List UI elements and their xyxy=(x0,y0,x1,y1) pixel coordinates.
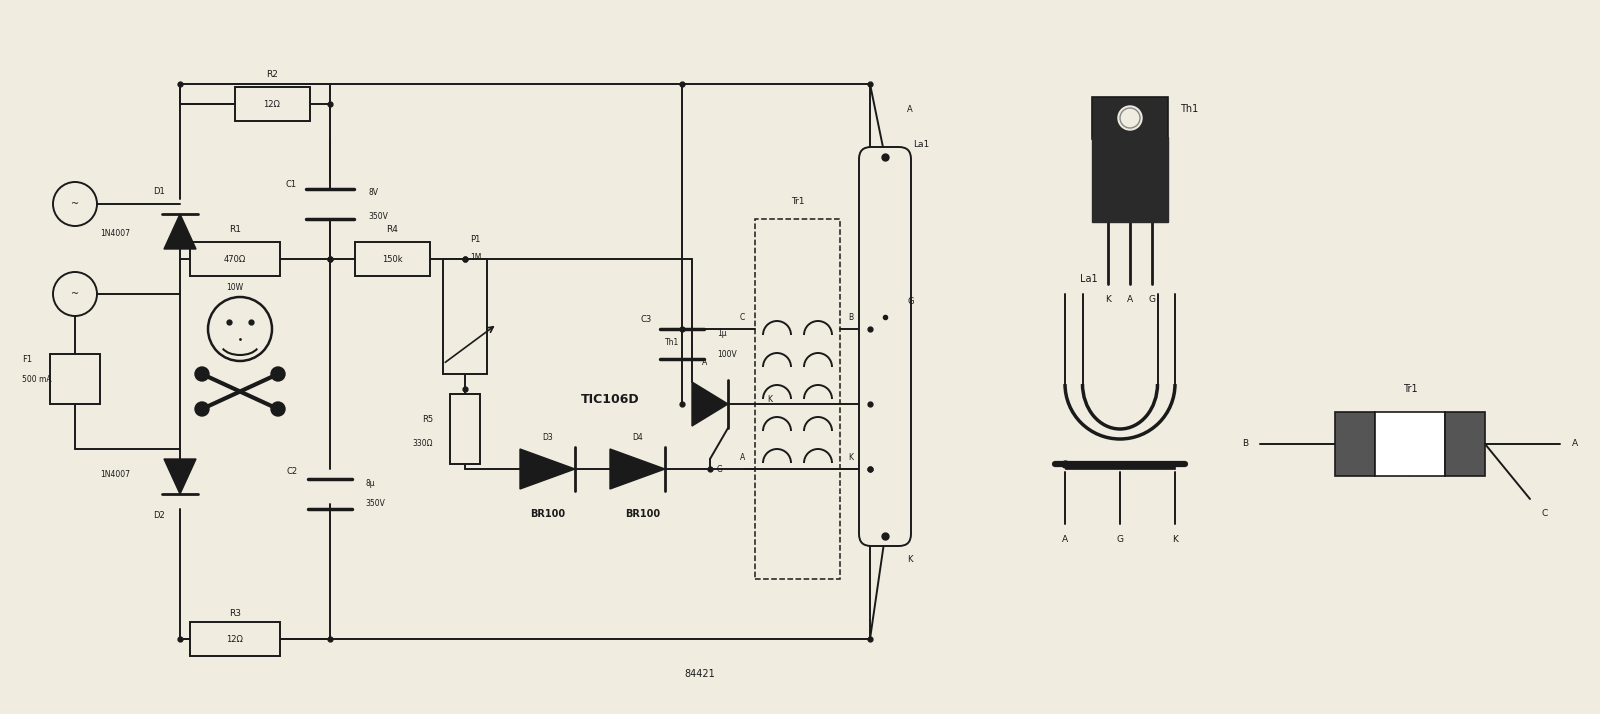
Text: P1: P1 xyxy=(470,234,480,243)
Text: 1N4007: 1N4007 xyxy=(101,470,130,478)
Text: 350V: 350V xyxy=(368,211,387,221)
Text: K: K xyxy=(1106,294,1110,303)
Bar xyxy=(1066,461,1174,469)
Text: C: C xyxy=(739,313,746,321)
Text: 150k: 150k xyxy=(382,254,402,263)
Text: B: B xyxy=(1242,440,1248,448)
Text: A: A xyxy=(907,104,912,114)
Text: La1: La1 xyxy=(1080,274,1098,284)
Bar xyxy=(190,242,280,276)
Text: Tr1: Tr1 xyxy=(790,196,805,206)
Text: B: B xyxy=(848,313,853,321)
Text: Th1: Th1 xyxy=(1181,104,1198,114)
Text: 84421: 84421 xyxy=(685,669,715,679)
Text: Tr1: Tr1 xyxy=(1403,384,1418,394)
Text: G: G xyxy=(717,465,723,473)
Text: C: C xyxy=(1542,510,1549,518)
Text: A: A xyxy=(739,453,746,461)
Text: 350V: 350V xyxy=(365,500,386,508)
Text: K: K xyxy=(848,453,853,461)
Text: D2: D2 xyxy=(154,511,165,521)
Text: F1: F1 xyxy=(22,354,32,363)
Text: 1μ: 1μ xyxy=(717,329,726,338)
Text: A: A xyxy=(1062,535,1069,543)
Polygon shape xyxy=(520,449,574,489)
Circle shape xyxy=(270,402,285,416)
Text: 8V: 8V xyxy=(368,188,378,196)
Bar xyxy=(190,622,280,656)
Text: K: K xyxy=(907,555,912,563)
Bar xyxy=(450,394,480,464)
Text: R5: R5 xyxy=(422,415,434,423)
Bar xyxy=(355,242,430,276)
Text: 1M: 1M xyxy=(470,253,482,261)
Circle shape xyxy=(270,367,285,381)
Bar xyxy=(1091,137,1168,222)
Text: TIC106D: TIC106D xyxy=(581,393,640,406)
Text: 330Ω: 330Ω xyxy=(413,440,434,448)
Bar xyxy=(1445,412,1485,476)
Text: C2: C2 xyxy=(286,466,298,476)
Text: G: G xyxy=(1117,535,1123,543)
Text: 1N4007: 1N4007 xyxy=(101,229,130,238)
Text: C1: C1 xyxy=(286,179,298,188)
Text: G: G xyxy=(907,297,914,306)
Circle shape xyxy=(195,402,210,416)
Text: D1: D1 xyxy=(154,188,165,196)
Text: 500 mA: 500 mA xyxy=(22,375,51,383)
Text: BR100: BR100 xyxy=(626,509,661,519)
Text: ~: ~ xyxy=(70,199,78,209)
Circle shape xyxy=(195,367,210,381)
Text: Th1: Th1 xyxy=(666,338,680,346)
Text: R3: R3 xyxy=(229,610,242,618)
Text: 12Ω: 12Ω xyxy=(227,635,243,643)
Text: R4: R4 xyxy=(386,224,398,233)
Text: D3: D3 xyxy=(542,433,554,441)
Text: BR100: BR100 xyxy=(530,509,565,519)
Text: A: A xyxy=(702,358,707,366)
Text: 10W: 10W xyxy=(227,283,243,291)
Text: La1: La1 xyxy=(914,139,930,149)
Bar xyxy=(1091,97,1168,139)
Bar xyxy=(755,219,840,579)
Polygon shape xyxy=(610,449,666,489)
Bar xyxy=(1374,412,1445,476)
Bar xyxy=(443,259,486,374)
Text: A: A xyxy=(1126,294,1133,303)
Circle shape xyxy=(1118,106,1142,130)
Polygon shape xyxy=(165,459,197,494)
Polygon shape xyxy=(693,382,728,426)
Text: 8μ: 8μ xyxy=(365,480,374,488)
Text: A: A xyxy=(1571,440,1578,448)
Bar xyxy=(1334,412,1374,476)
Polygon shape xyxy=(165,214,197,249)
Bar xyxy=(235,87,310,121)
Bar xyxy=(50,354,101,404)
Text: K: K xyxy=(768,395,773,403)
Text: 100V: 100V xyxy=(717,349,736,358)
Text: 12Ω: 12Ω xyxy=(264,99,280,109)
Text: 470Ω: 470Ω xyxy=(224,254,246,263)
Text: K: K xyxy=(1173,535,1178,543)
Text: R2: R2 xyxy=(266,69,278,79)
Text: D4: D4 xyxy=(632,433,643,441)
Text: G: G xyxy=(1149,294,1155,303)
FancyBboxPatch shape xyxy=(859,147,910,546)
Text: R1: R1 xyxy=(229,224,242,233)
Text: ~: ~ xyxy=(70,289,78,299)
Text: C3: C3 xyxy=(640,314,653,323)
